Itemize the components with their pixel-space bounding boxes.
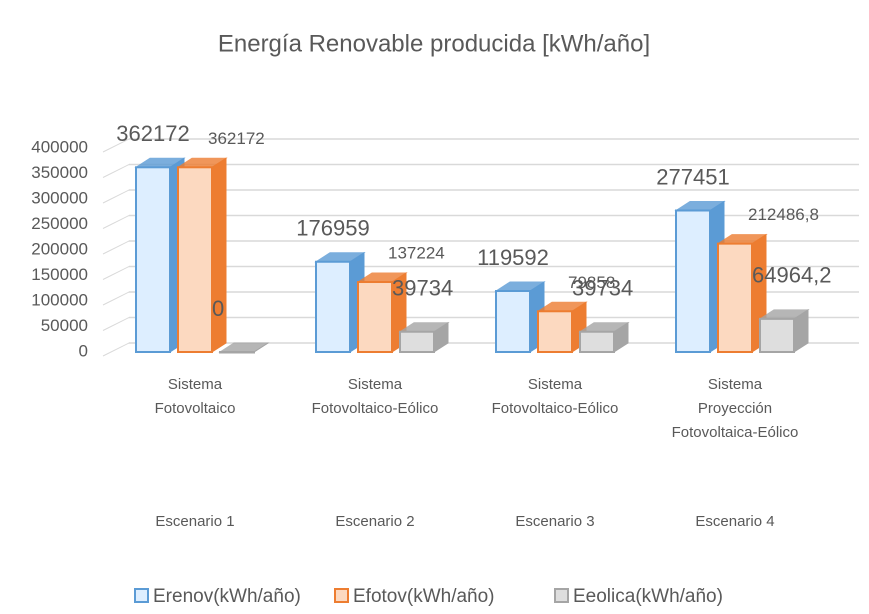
bar xyxy=(314,251,366,354)
bar-front xyxy=(177,166,213,353)
bar xyxy=(674,200,726,353)
bar-front xyxy=(579,330,615,353)
bar xyxy=(536,301,588,354)
grid-line xyxy=(102,164,130,178)
x-group-label: Escenario 2 xyxy=(335,513,415,530)
bar xyxy=(176,157,228,353)
data-label: 176959 xyxy=(296,216,369,241)
bar xyxy=(218,342,270,354)
bar xyxy=(134,157,186,353)
bar-front xyxy=(759,317,795,353)
y-tick-label: 350000 xyxy=(31,163,88,182)
x-group-label: Escenario 3 xyxy=(515,513,595,530)
bar-side xyxy=(211,157,227,353)
legend-label: Efotov(kWh/año) xyxy=(353,586,495,607)
data-label: 119592 xyxy=(477,245,549,270)
data-label: 362172 xyxy=(116,121,189,146)
bar xyxy=(578,321,630,353)
chart-title: Energía Renovable producida [kWh/año] xyxy=(218,30,650,57)
legend-swatch xyxy=(554,588,569,603)
y-tick-label: 400000 xyxy=(31,137,88,156)
y-tick-label: 50000 xyxy=(41,316,88,335)
bar-top xyxy=(218,342,270,353)
x-tick-label: Sistema Proyección Fotovoltaica-Eólico xyxy=(671,376,799,441)
bar-front xyxy=(315,260,351,354)
data-label: 39734 xyxy=(572,276,633,301)
legend-swatch xyxy=(134,588,149,603)
data-label: 79858 xyxy=(568,273,615,292)
grid-line xyxy=(102,215,130,229)
grid-line xyxy=(102,291,130,306)
bar-front xyxy=(219,351,255,354)
data-label: 39734 xyxy=(392,276,453,301)
bar-front xyxy=(135,166,171,353)
data-label: 137224 xyxy=(388,244,445,263)
y-tick-label: 0 xyxy=(79,341,88,360)
x-group-label: Escenario 4 xyxy=(695,513,775,530)
bar xyxy=(494,281,546,354)
y-tick-label: 300000 xyxy=(31,188,88,207)
bar xyxy=(758,308,810,353)
grid-line xyxy=(102,266,130,280)
grid-line xyxy=(102,342,130,357)
bar-front xyxy=(537,310,573,354)
bar-front xyxy=(357,281,393,353)
data-label: 362172 xyxy=(208,129,265,148)
grid-line xyxy=(102,240,130,255)
legend-label: Eeolica(kWh/año) xyxy=(573,586,723,607)
x-tick-label: Sistema Fotovoltaico xyxy=(154,376,236,417)
bar-front xyxy=(495,290,531,354)
y-tick-label: 150000 xyxy=(31,265,88,284)
grid-line xyxy=(102,189,130,204)
data-label: 277451 xyxy=(656,164,729,189)
data-label: 212486,8 xyxy=(748,205,819,224)
legend-label: Erenov(kWh/año) xyxy=(153,586,301,607)
x-tick-label: Sistema Fotovoltaico-Eólico xyxy=(311,376,439,417)
legend-swatch xyxy=(334,588,349,603)
bar-front xyxy=(717,242,753,353)
x-group-label: Escenario 1 xyxy=(155,513,235,530)
y-tick-label: 100000 xyxy=(31,290,88,309)
x-tick-label: Sistema Fotovoltaico-Eólico xyxy=(491,376,619,417)
grid-line xyxy=(102,317,130,331)
grid-line xyxy=(102,138,130,153)
data-label: 64964,2 xyxy=(752,263,832,288)
bar-front xyxy=(399,330,435,353)
bar-front xyxy=(675,209,711,353)
bar xyxy=(716,233,768,353)
data-label: 0 xyxy=(212,296,224,321)
y-tick-label: 200000 xyxy=(31,239,88,258)
y-tick-label: 250000 xyxy=(31,214,88,233)
bar xyxy=(398,321,450,353)
